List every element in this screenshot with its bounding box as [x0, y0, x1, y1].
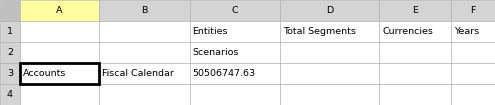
- Text: E: E: [412, 6, 418, 15]
- Bar: [280, 0, 379, 21]
- Bar: [20, 84, 99, 105]
- Text: Scenarios: Scenarios: [193, 48, 239, 57]
- Text: 1: 1: [7, 27, 13, 36]
- Text: C: C: [232, 6, 238, 15]
- Text: Fiscal Calendar: Fiscal Calendar: [102, 69, 174, 78]
- Text: D: D: [326, 6, 333, 15]
- Bar: [280, 63, 379, 84]
- Bar: [99, 42, 190, 63]
- Bar: [0, 63, 20, 84]
- Bar: [20, 63, 99, 84]
- Bar: [451, 63, 495, 84]
- Bar: [451, 84, 495, 105]
- Text: F: F: [470, 6, 476, 15]
- Bar: [379, 0, 451, 21]
- Bar: [0, 0, 20, 21]
- Text: Currencies: Currencies: [382, 27, 433, 36]
- Bar: [0, 21, 20, 42]
- Text: 4: 4: [7, 90, 13, 99]
- Text: Accounts: Accounts: [23, 69, 66, 78]
- Bar: [20, 21, 99, 42]
- Bar: [190, 0, 280, 21]
- Bar: [280, 42, 379, 63]
- Bar: [451, 21, 495, 42]
- Bar: [379, 42, 451, 63]
- Bar: [20, 0, 99, 21]
- Bar: [20, 42, 99, 63]
- Bar: [99, 0, 190, 21]
- Bar: [451, 0, 495, 21]
- Bar: [99, 84, 190, 105]
- Text: Years: Years: [454, 27, 479, 36]
- Bar: [190, 21, 280, 42]
- Bar: [379, 63, 451, 84]
- Bar: [451, 42, 495, 63]
- Text: A: A: [56, 6, 63, 15]
- Bar: [99, 63, 190, 84]
- Bar: [280, 21, 379, 42]
- Text: 3: 3: [7, 69, 13, 78]
- Bar: [190, 63, 280, 84]
- Bar: [0, 42, 20, 63]
- Text: 2: 2: [7, 48, 13, 57]
- Text: Entities: Entities: [193, 27, 228, 36]
- Bar: [379, 21, 451, 42]
- Bar: [280, 84, 379, 105]
- Bar: [20, 63, 99, 84]
- Text: Total Segments: Total Segments: [283, 27, 356, 36]
- Bar: [190, 42, 280, 63]
- Bar: [20, 63, 99, 84]
- Text: 50506747.63: 50506747.63: [193, 69, 256, 78]
- Bar: [379, 84, 451, 105]
- Bar: [99, 21, 190, 42]
- Text: B: B: [141, 6, 148, 15]
- Bar: [0, 84, 20, 105]
- Bar: [190, 84, 280, 105]
